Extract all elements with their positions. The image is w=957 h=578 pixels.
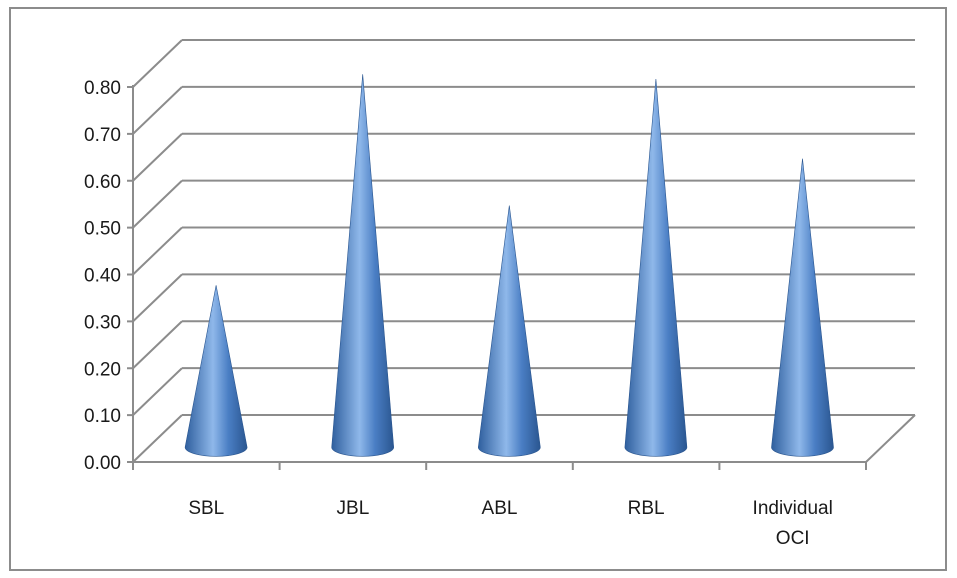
cone-body	[624, 78, 688, 457]
cone-bar-rbl	[624, 78, 688, 457]
gridline-diagonal	[132, 320, 183, 369]
x-category-label: Individual OCI	[753, 498, 833, 549]
cone-bar-jbl	[331, 74, 395, 457]
axes	[127, 85, 916, 470]
x-category-label: RBL	[628, 498, 665, 519]
x-category-label: ABL	[482, 498, 518, 519]
y-tick-label: 0.10	[84, 406, 121, 427]
cone-bar-abl	[477, 205, 541, 457]
y-tick-label: 0.60	[84, 172, 121, 193]
cone-body	[771, 158, 834, 457]
x-category-label: JBL	[337, 498, 370, 519]
y-tick-label: 0.30	[84, 312, 121, 333]
gridline-diagonal	[132, 86, 183, 135]
y-tick-label: 0.20	[84, 359, 121, 380]
gridline-diagonal	[132, 39, 183, 88]
y-tick-labels: 0.00 0.10 0.20 0.30 0.40 0.50 0.60 0.70 0.80	[84, 78, 121, 474]
gridline-diagonal	[132, 226, 183, 276]
y-tick-label: 0.40	[84, 266, 121, 287]
cone-body	[477, 205, 541, 457]
cone-bar-sbl	[184, 285, 248, 457]
category-labels: SBL JBL ABL RBL Individual OCI	[188, 498, 833, 549]
cone-body	[331, 74, 395, 457]
gridline-diagonal	[132, 133, 183, 182]
x-category-label: SBL	[188, 498, 224, 519]
floor-edge	[865, 414, 916, 463]
cone-bar-individual-oci	[771, 158, 834, 457]
y-tick-label: 0.70	[84, 125, 121, 146]
gridline-diagonal	[132, 414, 183, 463]
y-tick-label: 0.00	[84, 453, 121, 474]
y-tick-label: 0.80	[84, 78, 121, 99]
cone-body	[184, 285, 248, 457]
gridline-diagonal	[132, 273, 183, 323]
gridline-diagonal	[132, 367, 183, 416]
y-tick-label: 0.50	[84, 219, 121, 240]
cones	[184, 74, 834, 457]
gridline-diagonal	[132, 179, 183, 229]
